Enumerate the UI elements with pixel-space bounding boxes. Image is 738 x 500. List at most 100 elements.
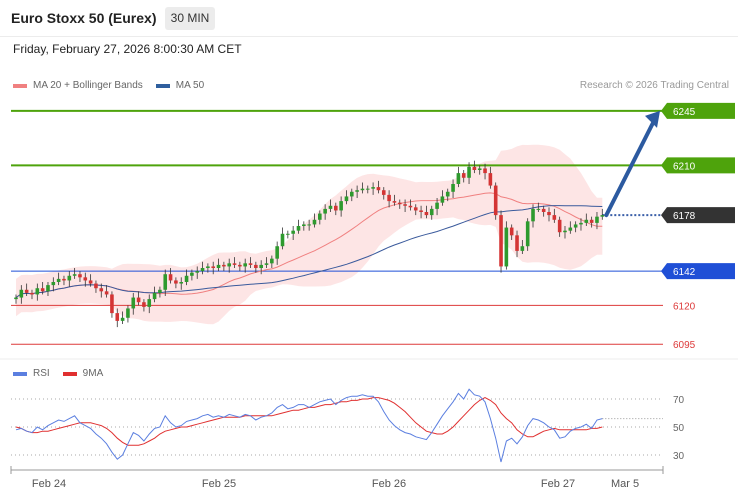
candle-body bbox=[467, 166, 471, 178]
candle-body bbox=[24, 289, 29, 293]
candle-body bbox=[243, 263, 247, 267]
legend-item-rsi: RSI bbox=[13, 368, 50, 379]
candle-body bbox=[67, 275, 72, 281]
candle-body bbox=[19, 289, 24, 298]
candle-body bbox=[94, 283, 98, 289]
candle-body bbox=[78, 274, 82, 278]
legend-swatch-ma50 bbox=[155, 83, 170, 88]
legend-item-9ma: 9MA bbox=[62, 368, 103, 379]
candle-body bbox=[595, 216, 599, 223]
candle-body bbox=[56, 278, 61, 282]
candle-body bbox=[456, 173, 461, 184]
timeframe-badge[interactable]: 30 MIN bbox=[165, 7, 215, 30]
candle-body bbox=[568, 227, 573, 231]
candle-body bbox=[563, 230, 567, 233]
candle-body bbox=[515, 235, 519, 251]
chart-datetime: Friday, February 27, 2026 8:00:30 AM CET bbox=[13, 42, 242, 56]
candle-body bbox=[158, 289, 162, 293]
candle-body bbox=[152, 292, 157, 300]
candle-body bbox=[238, 264, 242, 267]
candle-body bbox=[312, 219, 317, 225]
candle-body bbox=[211, 266, 216, 268]
candle-body bbox=[445, 191, 450, 197]
level-label-6210: 6210 bbox=[673, 161, 696, 172]
candle-body bbox=[286, 233, 290, 235]
candle-body bbox=[126, 308, 130, 318]
rsi-tick-70: 70 bbox=[673, 395, 685, 406]
candle-body bbox=[403, 204, 407, 206]
forecast-arrow-head bbox=[645, 110, 660, 128]
candle-body bbox=[296, 226, 301, 231]
ma50-line bbox=[15, 205, 603, 299]
candle-body bbox=[275, 246, 279, 259]
candle-body bbox=[376, 187, 381, 191]
candle-body bbox=[131, 297, 136, 309]
candle-body bbox=[328, 205, 333, 209]
candle-body bbox=[40, 288, 45, 292]
candle-body bbox=[222, 264, 226, 267]
level-label-6120: 6120 bbox=[673, 301, 696, 312]
main-legend: MA 20 + Bollinger Bands MA 50 bbox=[13, 80, 217, 91]
candles-group bbox=[14, 160, 605, 328]
candle-body bbox=[483, 168, 487, 174]
candle-body bbox=[536, 208, 541, 210]
candle-body bbox=[35, 288, 40, 295]
candle-body bbox=[30, 292, 34, 295]
candle-body bbox=[499, 215, 503, 267]
x-tick-label: Mar 5 bbox=[611, 478, 639, 490]
candle-body bbox=[408, 205, 413, 208]
candle-body bbox=[227, 263, 231, 267]
candle-body bbox=[136, 297, 141, 303]
candle-body bbox=[206, 266, 210, 268]
candle-body bbox=[334, 205, 338, 211]
candle-body bbox=[195, 271, 200, 273]
candle-body bbox=[174, 280, 178, 284]
candle-body bbox=[110, 294, 114, 314]
candle-body bbox=[413, 207, 418, 211]
rsi-tick-30: 30 bbox=[673, 451, 685, 462]
candle-body bbox=[184, 275, 189, 282]
candle-body bbox=[579, 222, 583, 225]
candle-body bbox=[525, 221, 530, 247]
candle-body bbox=[472, 166, 477, 170]
candle-body bbox=[142, 302, 146, 307]
candle-body bbox=[72, 274, 77, 276]
candle-body bbox=[147, 299, 152, 307]
candle-body bbox=[349, 191, 354, 197]
candle-body bbox=[573, 224, 578, 228]
candle-body bbox=[397, 202, 402, 205]
rsi-line bbox=[15, 388, 603, 463]
level-label-6245: 6245 bbox=[673, 107, 696, 118]
candle-body bbox=[318, 213, 322, 220]
candle-body bbox=[115, 313, 120, 321]
x-tick-label: Feb 26 bbox=[372, 478, 406, 490]
candle-body bbox=[51, 282, 56, 286]
candle-body bbox=[461, 173, 466, 178]
legend-swatch-9ma bbox=[62, 371, 77, 376]
x-tick-label: Feb 25 bbox=[202, 478, 236, 490]
rsi-tick-50: 50 bbox=[673, 423, 685, 434]
candle-body bbox=[477, 168, 482, 170]
candle-body bbox=[531, 208, 535, 222]
level-tag-6142 bbox=[661, 263, 735, 280]
x-tick-label: Feb 27 bbox=[541, 478, 575, 490]
candle-body bbox=[547, 212, 551, 216]
legend-swatch-rsi bbox=[13, 371, 27, 376]
candle-body bbox=[493, 185, 498, 216]
candle-body bbox=[381, 190, 386, 195]
candle-body bbox=[504, 227, 509, 267]
candle-body bbox=[541, 208, 546, 212]
candle-body bbox=[323, 208, 327, 214]
legend-item-ma20: MA 20 + Bollinger Bands bbox=[13, 80, 143, 91]
candle-body bbox=[163, 274, 168, 290]
candle-body bbox=[424, 212, 429, 216]
candle-body bbox=[589, 219, 594, 223]
candle-body bbox=[248, 263, 253, 265]
candle-body bbox=[557, 219, 562, 233]
chart-header: Euro Stoxx 50 (Eurex) 30 MIN bbox=[0, 0, 738, 37]
candle-body bbox=[552, 215, 557, 220]
candle-body bbox=[46, 285, 50, 292]
candle-body bbox=[429, 208, 434, 216]
candle-body bbox=[104, 291, 109, 295]
